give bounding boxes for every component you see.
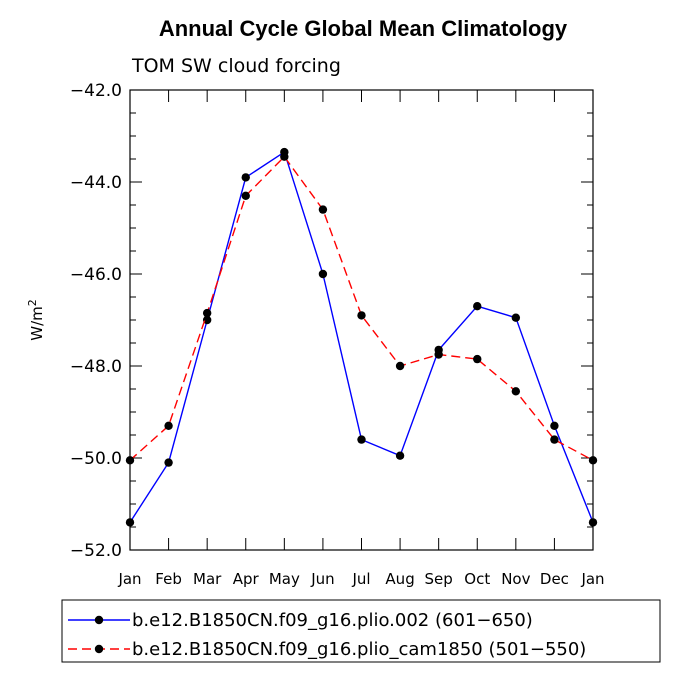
series-1-point — [550, 421, 559, 430]
series-1-point — [164, 458, 173, 467]
series-2-point — [357, 311, 366, 320]
series-2-point — [395, 361, 405, 371]
x-tick-label: Jan — [580, 570, 604, 588]
legend-marker-1 — [94, 615, 104, 625]
series-2-point — [434, 350, 443, 359]
chart-title: Annual Cycle Global Mean Climatology — [159, 16, 568, 41]
x-tick-label: Jun — [310, 570, 334, 588]
series-2-point — [125, 456, 135, 465]
x-tick-label: Nov — [501, 570, 530, 588]
x-tick-label: Sep — [425, 570, 453, 588]
x-tick-label: Jul — [351, 570, 370, 588]
series-2-point — [318, 205, 328, 214]
legend-label-1: b.e12.B1850CN.f09_g16.plio.002 (601−650) — [132, 610, 533, 631]
x-tick-label: Feb — [155, 570, 182, 588]
series-1-point — [202, 315, 212, 325]
legend: b.e12.B1850CN.f09_g16.plio.002 (601−650)… — [68, 610, 586, 660]
series-2-point — [588, 456, 598, 465]
x-tick-label: Mar — [193, 570, 222, 588]
series-2-point — [164, 421, 173, 430]
y-tick-label: −42.0 — [70, 81, 122, 101]
series-1-point — [511, 313, 521, 322]
y-axis-label: W/m2 — [26, 299, 46, 341]
series-1-point — [473, 302, 482, 311]
x-tick-label: Oct — [464, 570, 490, 588]
y-tick-label: −48.0 — [70, 357, 122, 377]
x-tick-label: Dec — [540, 570, 569, 588]
y-axis-label-text: W/m — [28, 306, 46, 341]
plot-frame — [129, 89, 594, 551]
y-tick-label: −44.0 — [70, 173, 122, 193]
series-1-point — [357, 435, 366, 444]
y-axis-label-superscript: 2 — [26, 299, 39, 306]
series-1-point — [318, 269, 328, 279]
x-tick-label: Jan — [117, 570, 141, 588]
legend-box — [61, 599, 661, 663]
x-axis-tick-labels: Jan Feb Mar Apr May Jun Jul Aug Sep Oct Nov Dec Jan — [117, 570, 604, 588]
series-2-point — [473, 354, 482, 364]
y-tick-label: −46.0 — [70, 265, 122, 285]
series-layer — [125, 147, 598, 527]
legend-label-2: b.e12.B1850CN.f09_g16.plio_cam1850 (501−… — [132, 639, 586, 660]
series-2-point — [511, 387, 521, 396]
y-axis-tick-labels: −52.0 −50.0 −48.0 −46.0 −44.0 −42.0 — [70, 81, 122, 561]
series-2-point — [241, 191, 250, 200]
chart-subtitle: TOM SW cloud forcing — [131, 55, 341, 77]
series-line-2 — [129, 155, 594, 461]
series-2-point — [202, 308, 212, 318]
x-tick-label: Aug — [385, 570, 414, 588]
series-2-point — [550, 435, 559, 444]
series-1-point — [125, 518, 135, 527]
series-2-point — [280, 152, 289, 161]
axis-ticks — [129, 89, 594, 551]
y-tick-label: −50.0 — [70, 449, 122, 469]
series-1-point — [241, 173, 250, 182]
legend-marker-2 — [94, 644, 104, 654]
y-tick-label: −52.0 — [70, 541, 122, 561]
x-tick-label: May — [269, 570, 300, 588]
x-tick-label: Apr — [233, 570, 260, 588]
series-1-point — [588, 518, 598, 527]
series-1-point — [395, 451, 405, 460]
